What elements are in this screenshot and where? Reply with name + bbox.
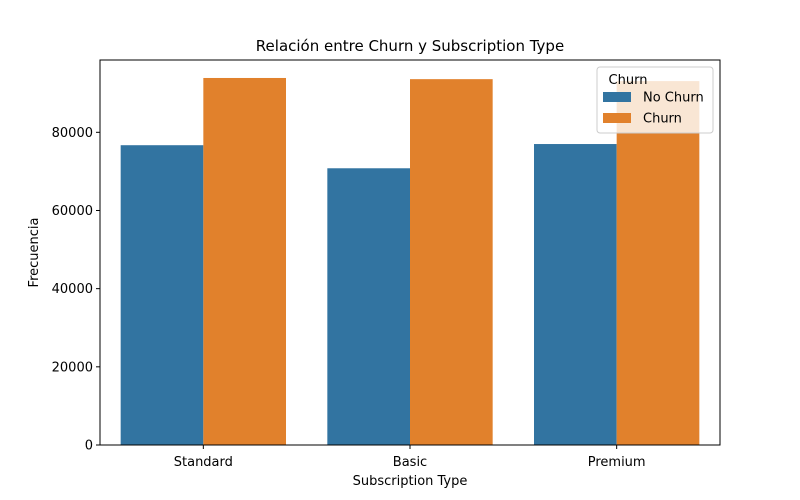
x-tick-label: Basic [393, 455, 427, 470]
y-axis: 0 20000 40000 60000 80000 [52, 126, 100, 454]
y-tick-label: 0 [85, 439, 93, 454]
y-tick-label: 40000 [52, 282, 93, 297]
y-tick-label: 20000 [52, 360, 93, 375]
legend-title: Churn [609, 73, 648, 88]
y-tick-label: 60000 [52, 204, 93, 219]
bar-churn-premium [616, 81, 700, 445]
bar-no-churn-basic [327, 168, 410, 445]
legend-swatch [603, 92, 631, 102]
legend-items: No Churn Churn [603, 91, 704, 127]
x-axis-label: Subscription Type [353, 474, 468, 489]
legend-label: Churn [643, 112, 682, 127]
y-axis-label: Frecuencia [27, 218, 42, 288]
bar-no-churn-premium [534, 144, 617, 446]
chart-title: Relación entre Churn y Subscription Type [256, 37, 564, 55]
bar-churn-basic [410, 79, 493, 445]
bar-no-churn-standard [120, 145, 204, 445]
bar-churn-standard [203, 77, 286, 445]
legend-swatch [603, 113, 631, 123]
legend-label: No Churn [643, 91, 704, 106]
x-axis: Standard Basic Premium [174, 445, 646, 470]
legend: Churn No Churn Churn [596, 66, 714, 134]
y-tick-label: 80000 [52, 126, 93, 141]
x-tick-label: Standard [174, 455, 233, 470]
plot-frame [99, 59, 721, 446]
x-tick-label: Premium [588, 455, 646, 470]
bars-layer [120, 77, 700, 446]
